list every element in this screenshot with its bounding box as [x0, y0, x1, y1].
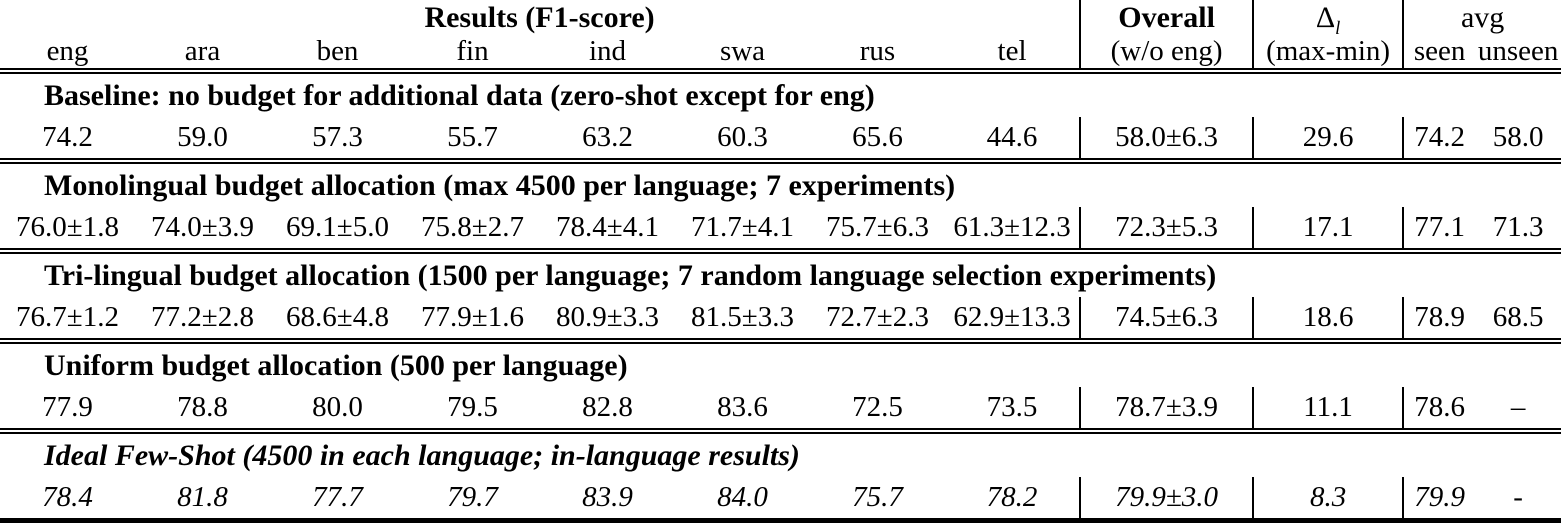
- f1-cell-ara: 81.8: [135, 477, 270, 523]
- results-group-header: Results (F1-score): [424, 0, 655, 34]
- seen-header: seen: [1402, 35, 1476, 74]
- delta-subscript: l: [1335, 17, 1341, 39]
- section-title: Baseline: no budget for additional data …: [44, 78, 875, 112]
- overall-header: Overall: [1079, 0, 1254, 35]
- lang-header-eng: eng: [0, 35, 135, 74]
- header-row-2: eng ara ben fin ind swa rus tel (w/o eng…: [0, 35, 1561, 74]
- f1-cell-tel: 62.9±13.3: [945, 297, 1081, 344]
- f1-cell-ara: 74.0±3.9: [135, 207, 270, 254]
- f1-cell-ben: 77.7: [270, 477, 405, 523]
- lang-header-fin: fin: [405, 35, 540, 74]
- unseen-cell: 58.0: [1475, 117, 1561, 164]
- f1-cell-ben: 69.1±5.0: [270, 207, 405, 254]
- f1-cell-rus: 75.7±6.3: [810, 207, 945, 254]
- overall-cell: 72.3±5.3: [1079, 207, 1254, 254]
- section-title: Monolingual budget allocation (max 4500 …: [44, 168, 956, 202]
- f1-cell-ben: 57.3: [270, 117, 405, 164]
- overall-subheader: (w/o eng): [1079, 35, 1254, 74]
- f1-cell-eng: 74.2: [0, 117, 135, 164]
- data-row-monolingual: 76.0±1.8 74.0±3.9 69.1±5.0 75.8±2.7 78.4…: [0, 207, 1561, 254]
- delta-cell: 8.3: [1252, 477, 1404, 523]
- f1-cell-eng: 76.0±1.8: [0, 207, 135, 254]
- lang-header-swa: swa: [675, 35, 810, 74]
- f1-cell-ind: 80.9±3.3: [540, 297, 675, 344]
- f1-cell-ind: 63.2: [540, 117, 675, 164]
- lang-header-rus: rus: [810, 35, 945, 74]
- overall-cell: 78.7±3.9: [1079, 387, 1254, 434]
- seen-cell: 78.9: [1402, 297, 1476, 344]
- section-title: Ideal Few-Shot (4500 in each language; i…: [44, 438, 800, 472]
- f1-cell-fin: 79.5: [405, 387, 540, 434]
- seen-cell: 74.2: [1402, 117, 1476, 164]
- f1-cell-fin: 79.7: [405, 477, 540, 523]
- overall-cell: 74.5±6.3: [1079, 297, 1254, 344]
- f1-cell-ben: 68.6±4.8: [270, 297, 405, 344]
- f1-cell-swa: 60.3: [675, 117, 810, 164]
- unseen-cell: -: [1475, 477, 1561, 523]
- delta-cell: 17.1: [1252, 207, 1404, 254]
- section-title-monolingual: Monolingual budget allocation (max 4500 …: [0, 161, 1561, 207]
- delta-symbol: Δ: [1315, 0, 1336, 34]
- f1-cell-ind: 78.4±4.1: [540, 207, 675, 254]
- f1-cell-ara: 59.0: [135, 117, 270, 164]
- f1-cell-tel: 73.5: [945, 387, 1081, 434]
- overall-cell: 79.9±3.0: [1079, 477, 1254, 523]
- f1-cell-tel: 78.2: [945, 477, 1081, 523]
- f1-cell-swa: 81.5±3.3: [675, 297, 810, 344]
- f1-cell-eng: 78.4: [0, 477, 135, 523]
- unseen-cell: 71.3: [1475, 207, 1561, 254]
- f1-cell-eng: 77.9: [0, 387, 135, 434]
- f1-cell-eng: 76.7±1.2: [0, 297, 135, 344]
- data-row-trilingual: 76.7±1.2 77.2±2.8 68.6±4.8 77.9±1.6 80.9…: [0, 297, 1561, 344]
- f1-cell-fin: 77.9±1.6: [405, 297, 540, 344]
- f1-cell-rus: 72.5: [810, 387, 945, 434]
- data-row-uniform: 77.9 78.8 80.0 79.5 82.8 83.6 72.5 73.5 …: [0, 387, 1561, 434]
- unseen-cell: 68.5: [1475, 297, 1561, 344]
- f1-cell-tel: 44.6: [945, 117, 1081, 164]
- avg-header: avg: [1402, 0, 1561, 35]
- f1-cell-rus: 75.7: [810, 477, 945, 523]
- lang-header-tel: tel: [945, 35, 1081, 74]
- f1-cell-swa: 84.0: [675, 477, 810, 523]
- f1-cell-ind: 82.8: [540, 387, 675, 434]
- overall-cell: 58.0±6.3: [1079, 117, 1254, 164]
- f1-cell-ara: 78.8: [135, 387, 270, 434]
- seen-cell: 79.9: [1402, 477, 1476, 523]
- f1-cell-ben: 80.0: [270, 387, 405, 434]
- f1-cell-fin: 55.7: [405, 117, 540, 164]
- f1-cell-swa: 83.6: [675, 387, 810, 434]
- header-row-1: Results (F1-score) Overall Δl avg: [0, 0, 1561, 37]
- seen-cell: 77.1: [1402, 207, 1476, 254]
- delta-subheader: (max-min): [1252, 35, 1404, 74]
- section-title-trilingual: Tri-lingual budget allocation (1500 per …: [0, 251, 1561, 297]
- f1-cell-swa: 71.7±4.1: [675, 207, 810, 254]
- section-title: Uniform budget allocation (500 per langu…: [44, 348, 628, 382]
- data-row-ideal-few-shot: 78.4 81.8 77.7 79.7 83.9 84.0 75.7 78.2 …: [0, 477, 1561, 523]
- delta-cell: 11.1: [1252, 387, 1404, 434]
- delta-header: Δl: [1252, 0, 1404, 37]
- section-title: Tri-lingual budget allocation (1500 per …: [44, 258, 1217, 292]
- f1-cell-tel: 61.3±12.3: [945, 207, 1081, 254]
- unseen-cell: –: [1475, 387, 1561, 434]
- data-row-baseline: 74.2 59.0 57.3 55.7 63.2 60.3 65.6 44.6 …: [0, 117, 1561, 164]
- lang-header-ben: ben: [270, 35, 405, 74]
- delta-cell: 29.6: [1252, 117, 1404, 164]
- section-title-uniform: Uniform budget allocation (500 per langu…: [0, 341, 1561, 387]
- lang-header-ara: ara: [135, 35, 270, 74]
- f1-cell-ind: 83.9: [540, 477, 675, 523]
- section-title-ideal-few-shot: Ideal Few-Shot (4500 in each language; i…: [0, 431, 1561, 477]
- f1-cell-fin: 75.8±2.7: [405, 207, 540, 254]
- seen-cell: 78.6: [1402, 387, 1476, 434]
- f1-cell-ara: 77.2±2.8: [135, 297, 270, 344]
- f1-cell-rus: 65.6: [810, 117, 945, 164]
- section-title-baseline: Baseline: no budget for additional data …: [0, 71, 1561, 117]
- unseen-header: unseen: [1475, 35, 1561, 74]
- lang-header-ind: ind: [540, 35, 675, 74]
- f1-cell-rus: 72.7±2.3: [810, 297, 945, 344]
- delta-cell: 18.6: [1252, 297, 1404, 344]
